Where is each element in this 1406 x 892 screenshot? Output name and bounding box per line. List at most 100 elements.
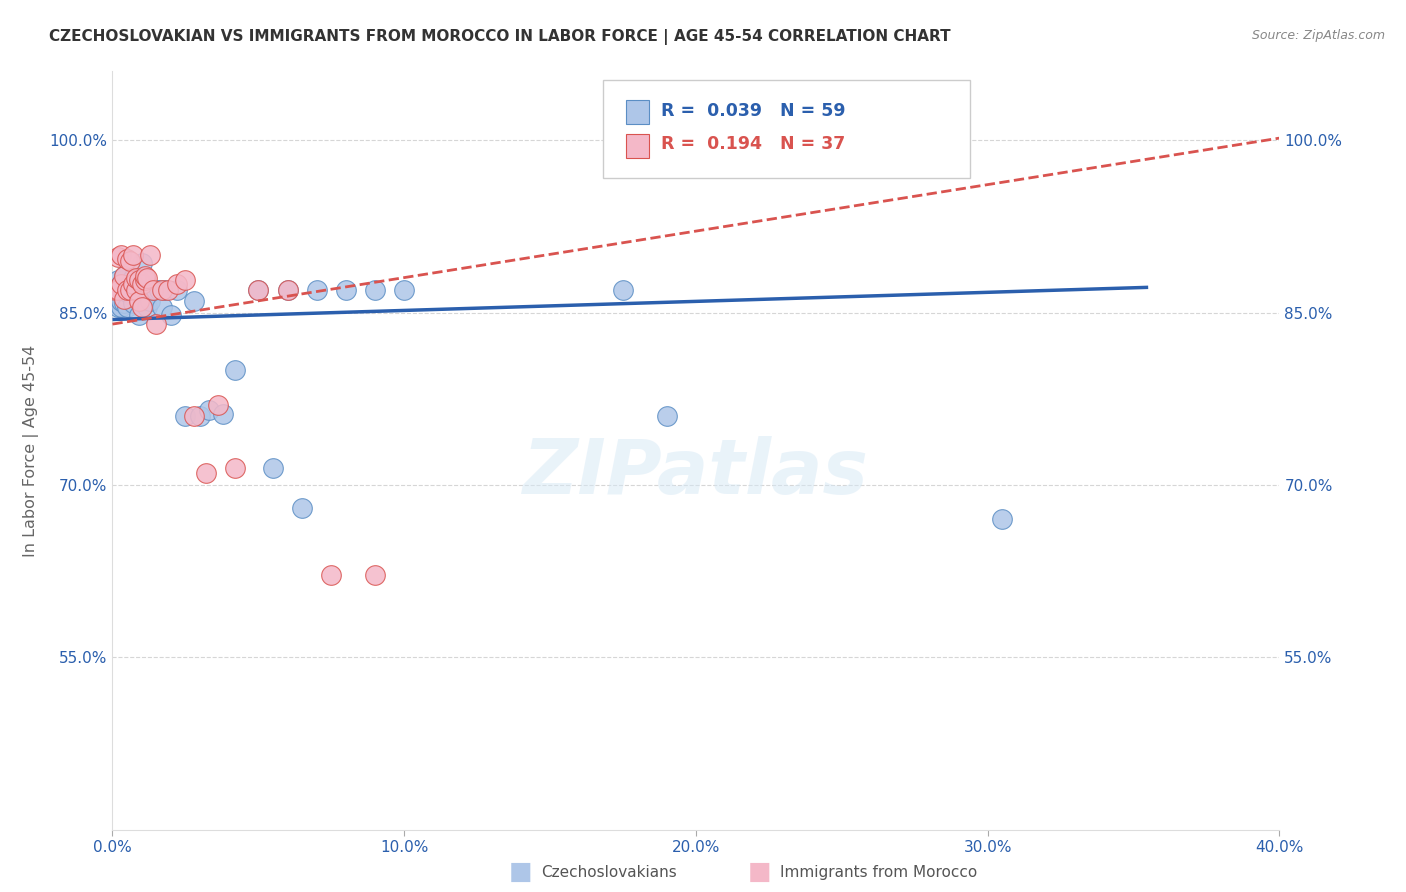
Point bbox=[139, 283, 162, 297]
Point bbox=[194, 467, 217, 481]
FancyBboxPatch shape bbox=[603, 80, 970, 178]
Point bbox=[183, 409, 205, 423]
Point bbox=[247, 283, 270, 297]
Point bbox=[276, 283, 298, 297]
Point bbox=[174, 409, 197, 423]
Point bbox=[110, 277, 132, 291]
Point bbox=[188, 409, 211, 423]
Point bbox=[125, 271, 148, 285]
Point bbox=[107, 251, 129, 265]
Point bbox=[148, 283, 170, 297]
Point bbox=[166, 283, 188, 297]
Point bbox=[112, 296, 135, 310]
Point bbox=[122, 277, 145, 291]
Point bbox=[128, 294, 150, 309]
Point bbox=[134, 283, 156, 297]
Point bbox=[131, 300, 153, 314]
Point bbox=[291, 500, 314, 515]
Point bbox=[142, 283, 165, 297]
Point bbox=[139, 248, 162, 262]
Text: ■: ■ bbox=[748, 861, 770, 884]
Text: Source: ZipAtlas.com: Source: ZipAtlas.com bbox=[1251, 29, 1385, 42]
Point bbox=[128, 271, 150, 285]
Point bbox=[131, 283, 153, 297]
Point bbox=[125, 283, 148, 297]
Text: Immigrants from Morocco: Immigrants from Morocco bbox=[780, 865, 977, 880]
Point bbox=[364, 567, 387, 582]
Point bbox=[134, 273, 156, 287]
Point bbox=[394, 283, 416, 297]
Text: CZECHOSLOVAKIAN VS IMMIGRANTS FROM MOROCCO IN LABOR FORCE | AGE 45-54 CORRELATIO: CZECHOSLOVAKIAN VS IMMIGRANTS FROM MOROC… bbox=[49, 29, 950, 45]
Point bbox=[115, 252, 138, 266]
Point bbox=[115, 300, 138, 314]
Point bbox=[112, 292, 135, 306]
Point bbox=[139, 294, 162, 309]
Point bbox=[131, 294, 153, 309]
Text: R =  0.194   N = 37: R = 0.194 N = 37 bbox=[661, 136, 845, 153]
Point bbox=[321, 567, 343, 582]
Point bbox=[118, 254, 141, 268]
Point bbox=[128, 283, 150, 297]
Point bbox=[115, 283, 138, 297]
Point bbox=[183, 294, 205, 309]
Point bbox=[276, 283, 298, 297]
Point bbox=[136, 271, 159, 285]
Point bbox=[107, 273, 129, 287]
Point bbox=[115, 283, 138, 297]
Point bbox=[136, 283, 159, 297]
Point bbox=[247, 283, 270, 297]
Point bbox=[224, 460, 246, 475]
Point bbox=[262, 460, 284, 475]
Point bbox=[207, 397, 229, 411]
Point bbox=[107, 283, 129, 297]
Point bbox=[128, 308, 150, 322]
Point bbox=[122, 283, 145, 297]
Point bbox=[212, 407, 235, 421]
Point bbox=[128, 273, 150, 287]
Point bbox=[104, 296, 127, 310]
Point bbox=[156, 283, 179, 297]
Point bbox=[112, 283, 135, 297]
Point bbox=[612, 283, 634, 297]
Point bbox=[122, 271, 145, 285]
Text: ■: ■ bbox=[509, 861, 531, 884]
Point bbox=[104, 283, 127, 297]
Point bbox=[150, 283, 173, 297]
Point bbox=[122, 248, 145, 262]
Point bbox=[112, 268, 135, 283]
Point bbox=[136, 300, 159, 314]
Point bbox=[118, 283, 141, 297]
Point bbox=[115, 285, 138, 299]
Y-axis label: In Labor Force | Age 45-54: In Labor Force | Age 45-54 bbox=[22, 344, 38, 557]
Point bbox=[110, 277, 132, 291]
Point bbox=[335, 283, 357, 297]
Point bbox=[142, 283, 165, 297]
Text: Czechoslovakians: Czechoslovakians bbox=[541, 865, 678, 880]
Point bbox=[118, 277, 141, 291]
Point bbox=[364, 283, 387, 297]
Point bbox=[134, 268, 156, 283]
Text: ZIPatlas: ZIPatlas bbox=[523, 436, 869, 510]
Point bbox=[174, 273, 197, 287]
Point bbox=[118, 283, 141, 297]
Point bbox=[112, 268, 135, 283]
Point bbox=[107, 300, 129, 314]
Point bbox=[104, 283, 127, 297]
Point bbox=[110, 283, 132, 297]
Point bbox=[153, 283, 176, 297]
Point bbox=[125, 283, 148, 297]
FancyBboxPatch shape bbox=[626, 100, 650, 125]
Point bbox=[224, 363, 246, 377]
Point bbox=[655, 409, 678, 423]
Point bbox=[110, 300, 132, 314]
Point bbox=[107, 292, 129, 306]
Point bbox=[145, 317, 167, 331]
Point bbox=[166, 277, 188, 291]
Point bbox=[110, 294, 132, 309]
Point bbox=[122, 296, 145, 310]
Point bbox=[131, 277, 153, 291]
Point bbox=[112, 273, 135, 287]
Point bbox=[305, 283, 328, 297]
FancyBboxPatch shape bbox=[626, 134, 650, 158]
Point bbox=[150, 300, 173, 314]
